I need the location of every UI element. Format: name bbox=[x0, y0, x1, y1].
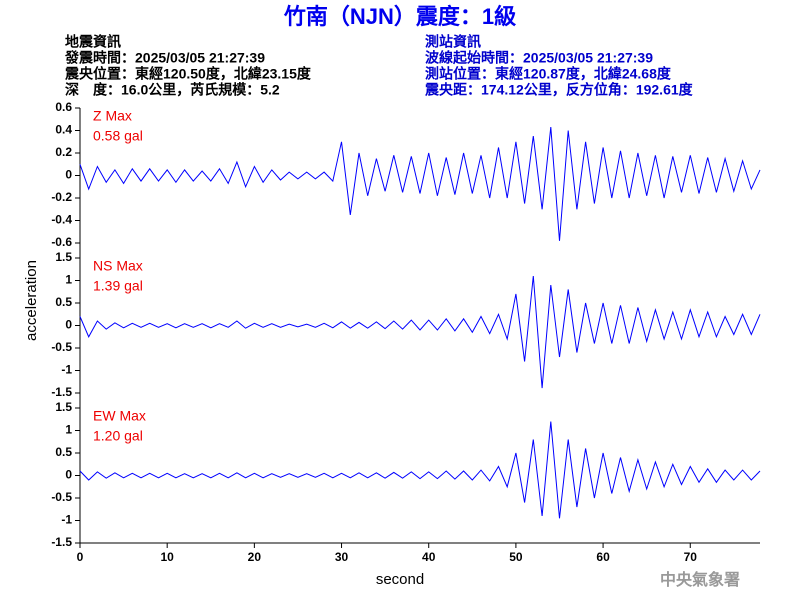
event-info-line: 地震資訊 bbox=[65, 34, 121, 50]
x-tick-label: 0 bbox=[77, 550, 84, 564]
trace-max: 0.58 gal bbox=[93, 128, 143, 144]
y-tick-label: 0.5 bbox=[55, 295, 72, 309]
y-tick-label: -0.2 bbox=[51, 190, 72, 204]
y-tick-label: -0.6 bbox=[51, 235, 72, 249]
trace-max: 1.39 gal bbox=[93, 278, 143, 294]
y-tick-label: 0.6 bbox=[55, 100, 72, 114]
y-tick-label: -1 bbox=[61, 363, 72, 377]
y-tick-label: 0.4 bbox=[55, 123, 72, 137]
x-tick-label: 10 bbox=[160, 550, 174, 564]
y-tick-label: -1 bbox=[61, 513, 72, 527]
trace-label: Z Max bbox=[93, 108, 132, 124]
y-tick-label: 1.5 bbox=[55, 400, 72, 414]
waveform bbox=[79, 421, 761, 519]
station-info-line: 波線起始時間：2025/03/05 21:27:39 bbox=[425, 50, 653, 66]
event-info-line: 深 度：16.0公里，芮氏規模：5.2 bbox=[65, 82, 280, 98]
station-info-line: 測站資訊 bbox=[425, 34, 481, 50]
y-tick-label: 0 bbox=[65, 168, 72, 182]
y-tick-label: 1 bbox=[65, 423, 72, 437]
station-info-line: 測站位置：東經120.87度，北緯24.68度 bbox=[425, 66, 672, 82]
x-tick-label: 70 bbox=[684, 550, 698, 564]
x-tick-label: 40 bbox=[422, 550, 436, 564]
y-tick-label: -1.5 bbox=[51, 535, 72, 549]
y-tick-label: 0 bbox=[65, 318, 72, 332]
y-tick-label: 0.5 bbox=[55, 445, 72, 459]
y-tick-label: 0.2 bbox=[55, 145, 72, 159]
waveform bbox=[79, 275, 761, 389]
x-tick-label: 30 bbox=[335, 550, 349, 564]
trace-max: 1.20 gal bbox=[93, 428, 143, 444]
credit: 中央氣象署 bbox=[660, 570, 740, 589]
y-tick-label: -0.4 bbox=[51, 213, 72, 227]
event-info-line: 發震時間：2025/03/05 21:27:39 bbox=[64, 50, 265, 66]
y-tick-label: -0.5 bbox=[51, 490, 72, 504]
x-tick-label: 60 bbox=[596, 550, 610, 564]
x-tick-label: 50 bbox=[509, 550, 523, 564]
trace-label: NS Max bbox=[93, 258, 143, 274]
y-tick-label: -0.5 bbox=[51, 340, 72, 354]
x-tick-label: 20 bbox=[248, 550, 262, 564]
x-axis-label: second bbox=[376, 571, 424, 588]
y-tick-label: -1.5 bbox=[51, 385, 72, 399]
chart-title: 竹南（NJN）震度：1級 bbox=[283, 4, 516, 29]
y-axis-label: acceleration bbox=[23, 260, 40, 341]
y-tick-label: 1 bbox=[65, 273, 72, 287]
y-tick-label: 1.5 bbox=[55, 250, 72, 264]
event-info-line: 震央位置：東經120.50度，北緯23.15度 bbox=[64, 66, 312, 82]
waveform bbox=[79, 127, 761, 241]
y-tick-label: 0 bbox=[65, 468, 72, 482]
station-info-line: 震央距：174.12公里，反方位角：192.61度 bbox=[424, 82, 694, 98]
trace-label: EW Max bbox=[93, 408, 146, 424]
